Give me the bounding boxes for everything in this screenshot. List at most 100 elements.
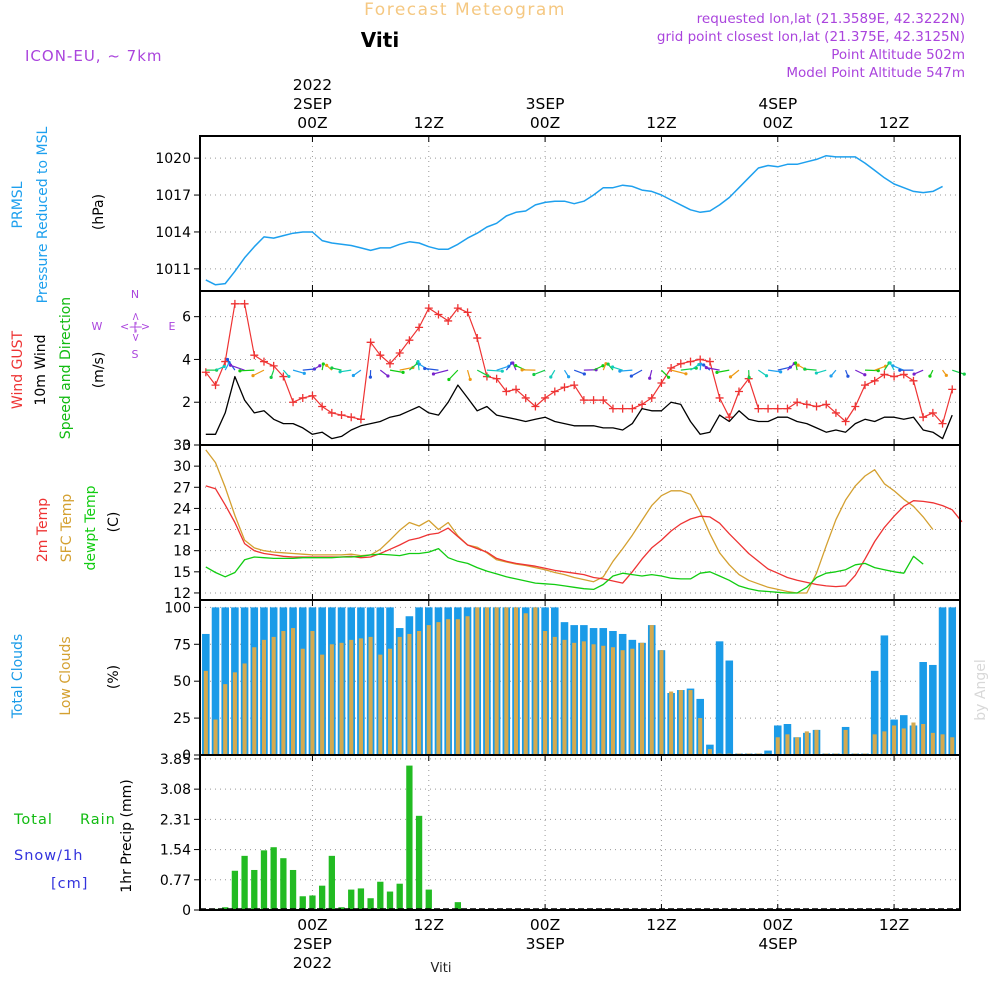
top-time-label: 12Z xyxy=(414,114,444,132)
clouds-unit: (%) xyxy=(106,665,122,689)
total-clouds-bar xyxy=(715,641,724,755)
low-clouds-bar xyxy=(358,638,363,755)
precip-ytick-label: 3.85 xyxy=(160,752,191,768)
gust-point xyxy=(492,374,501,383)
low-clouds-bar xyxy=(669,691,674,755)
wind-direction-arrowhead xyxy=(898,368,902,372)
low-clouds-bar xyxy=(795,737,800,755)
gust-point xyxy=(550,387,559,396)
low-clouds-bar xyxy=(213,719,218,755)
gust-point xyxy=(347,413,356,422)
gust-point xyxy=(725,413,734,422)
low-clouds-bar xyxy=(494,607,499,755)
wind-direction-arrowhead xyxy=(876,369,880,373)
low-clouds-bar xyxy=(911,722,916,755)
total-clouds-bar xyxy=(211,607,220,755)
gust-point xyxy=(589,396,598,405)
wind-direction-arrowhead xyxy=(302,371,306,375)
gust-point xyxy=(599,396,608,405)
compass-horizontal: <-|-> xyxy=(120,320,150,333)
wind-direction-arrow xyxy=(874,365,886,371)
wind-direction-arrowhead xyxy=(251,374,255,378)
wind-direction-arrowhead xyxy=(728,375,733,379)
gust-point xyxy=(715,393,724,402)
wind-direction-arrowhead xyxy=(803,367,807,371)
wind-direction-arrowhead xyxy=(520,368,524,372)
top-time-label: 4SEP xyxy=(758,95,797,113)
wind-direction-arrow xyxy=(340,369,352,373)
compass-e: E xyxy=(169,320,176,333)
watermark: by Angel xyxy=(973,659,989,720)
low-clouds-bar xyxy=(339,642,344,755)
pressure-ytick-label: 1020 xyxy=(155,151,191,167)
total-clouds-bar xyxy=(221,607,229,755)
clouds-ytick-label: 75 xyxy=(173,637,191,653)
wind-direction-arrow xyxy=(670,369,687,375)
wind-direction-arrow xyxy=(302,368,315,371)
wind-direction-arrow xyxy=(252,369,265,377)
precip-bar xyxy=(328,855,335,910)
precip-bar xyxy=(231,870,239,910)
total-clouds-bar xyxy=(919,662,927,755)
top-time-label: 12Z xyxy=(646,114,676,132)
total-clouds-label: Total Clouds xyxy=(10,634,26,719)
gust-point xyxy=(405,336,414,345)
bottom-time-label: 3SEP xyxy=(526,935,565,953)
low-clouds-bar xyxy=(775,737,780,755)
low-clouds-bar xyxy=(601,645,606,755)
bottom-time-label: 12Z xyxy=(879,916,909,934)
wind-direction-arrowhead xyxy=(814,371,818,375)
model-altitude: Model Point Altitude 547m xyxy=(786,65,965,81)
low-clouds-bar xyxy=(523,613,528,755)
temp-ytick-label: 33 xyxy=(173,438,191,454)
precip-bar xyxy=(357,888,365,910)
precip-bar xyxy=(396,883,403,910)
wind-direction-arrow xyxy=(424,367,439,371)
gust-point xyxy=(318,402,327,411)
low-clouds-bar xyxy=(378,654,383,755)
precip-bar xyxy=(338,907,345,910)
wind-ytick-label: 0 xyxy=(182,438,191,454)
gust-point xyxy=(279,372,288,381)
gust-point xyxy=(415,323,424,332)
pressure-ytick-label: 1014 xyxy=(155,225,191,241)
wind-direction-arrowhead xyxy=(699,362,703,366)
wind-direction-arrowhead xyxy=(330,366,334,370)
low-clouds-bar xyxy=(901,728,906,755)
wind-direction-arrowhead xyxy=(386,374,390,378)
low-clouds-label: Low Clouds xyxy=(58,636,74,715)
gust-point xyxy=(230,299,239,308)
pressure-ytick-label: 1011 xyxy=(155,262,191,278)
wind-direction-arrowhead xyxy=(423,366,427,371)
total-clouds-bar xyxy=(764,750,772,755)
wind-direction-arrow xyxy=(399,366,414,371)
wind-direction-arrow xyxy=(706,367,720,371)
top-time-label: 00Z xyxy=(297,114,327,132)
gust-point xyxy=(201,368,210,377)
pressure-frame xyxy=(199,135,961,292)
clouds-ytick-label: 0 xyxy=(182,748,191,764)
low-clouds-bar xyxy=(281,631,286,755)
temp-ytick-label: 21 xyxy=(173,523,191,539)
wind-direction-arrowhead xyxy=(228,363,233,367)
wind-direction-arrowhead xyxy=(416,359,420,364)
precip-ytick-label: 0 xyxy=(182,903,191,919)
wind-direction-arrowhead xyxy=(514,364,518,368)
gust-point xyxy=(570,381,579,390)
wind-direction-arrowhead xyxy=(610,365,615,369)
wind-panel: 0 2 4 6 xyxy=(182,290,966,454)
precip-bar xyxy=(377,881,384,910)
low-clouds-bar xyxy=(291,628,296,755)
low-clouds-bar xyxy=(407,633,412,755)
wind-direction-arrowhead xyxy=(829,374,833,378)
low-clouds-bar xyxy=(814,729,819,755)
gust-line xyxy=(205,303,953,425)
wind-direction-arrowhead xyxy=(846,374,850,378)
gust-point xyxy=(657,378,666,387)
wind-direction-arrowhead xyxy=(318,364,322,368)
precip-bar xyxy=(289,869,297,910)
wind-direction-arrowhead xyxy=(447,377,451,382)
total-clouds-bar xyxy=(938,607,947,755)
wind-direction-arrowhead xyxy=(238,369,242,373)
low-clouds-bar xyxy=(620,650,625,755)
